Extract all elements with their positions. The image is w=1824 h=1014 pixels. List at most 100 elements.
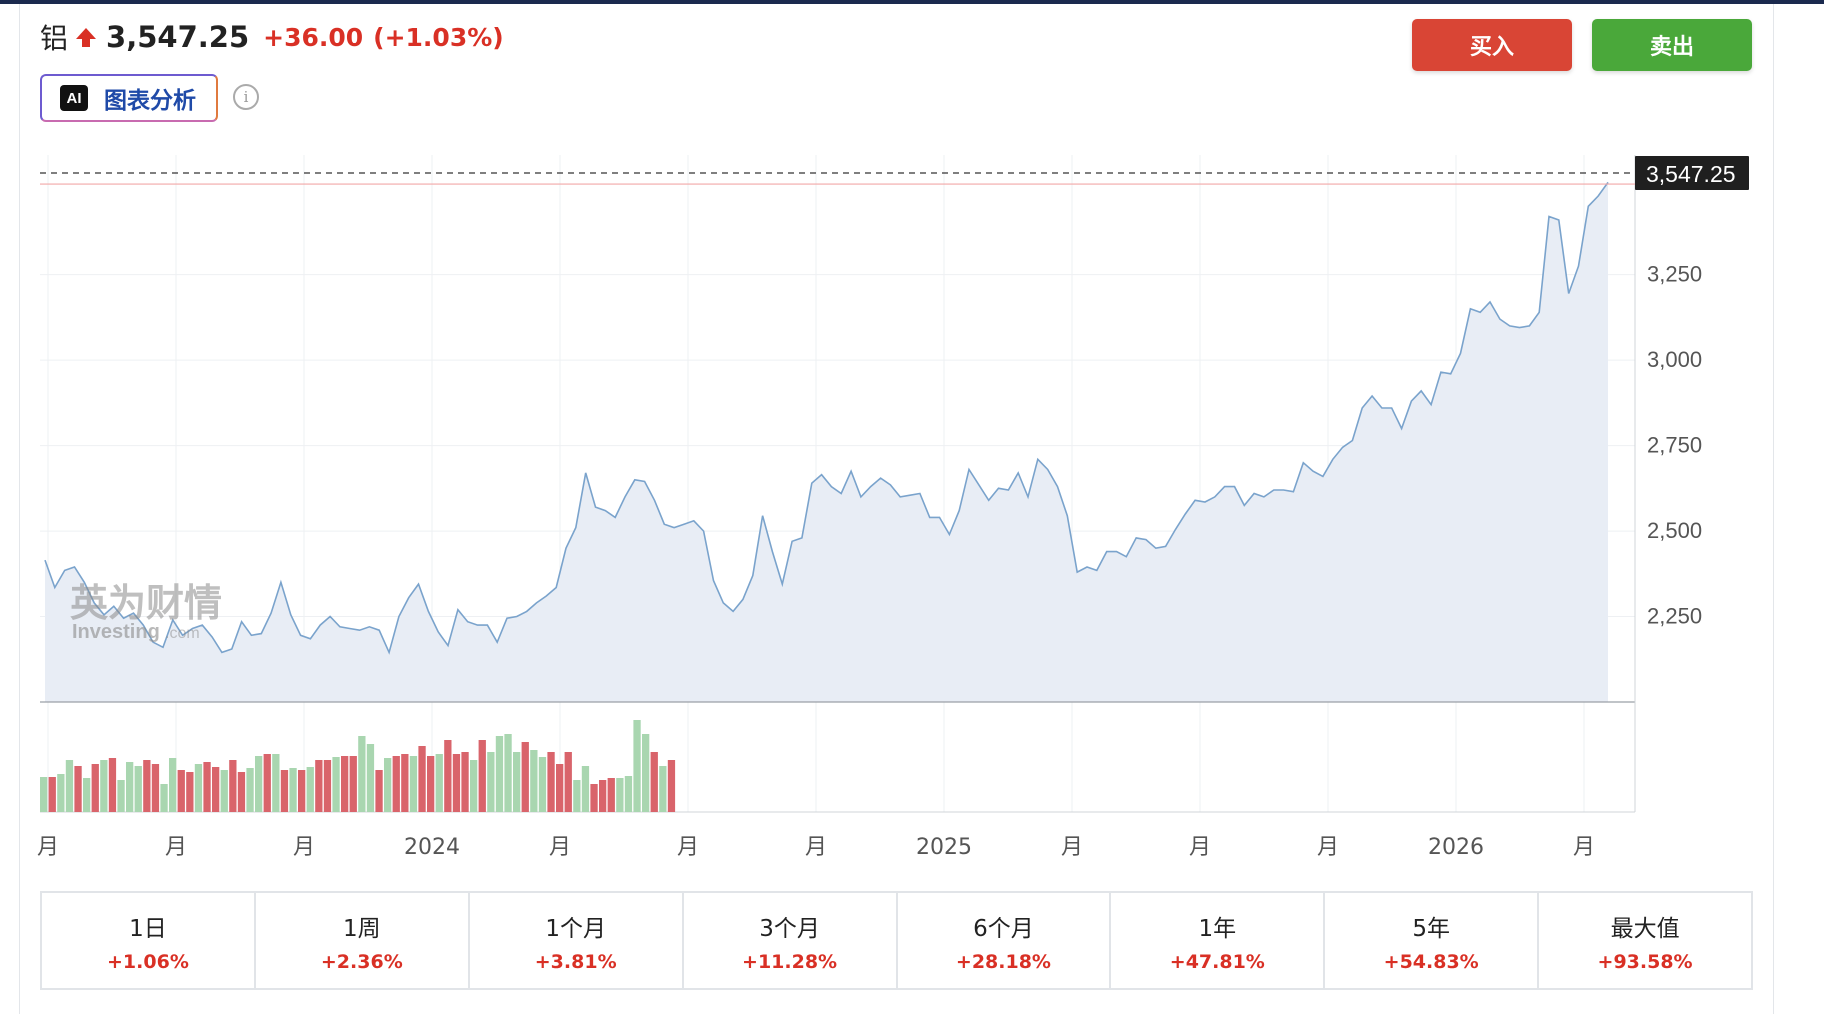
quote-header: 铝 3,547.25 +36.00 (+1.03%) — [40, 12, 504, 62]
volume-bar — [306, 767, 314, 812]
volume-bar — [401, 754, 409, 812]
watermark-logo: 英为财情 — [70, 581, 222, 625]
buy-button[interactable]: 买入 — [1412, 19, 1572, 71]
volume-bar — [590, 784, 598, 812]
volume-bar — [134, 766, 142, 812]
volume-bar — [547, 752, 555, 812]
volume-bar — [349, 756, 357, 812]
watermark-logo-en: Investing — [72, 621, 160, 643]
period-change: +28.18% — [955, 950, 1051, 973]
volume-bar — [452, 754, 461, 812]
volume-bar — [650, 752, 658, 812]
volume-bar — [642, 734, 650, 812]
volume-bar — [384, 758, 392, 812]
ai-chart-analysis-button[interactable]: AI 图表分析 — [40, 74, 218, 122]
volume-bar — [341, 756, 349, 812]
period-change: +11.28% — [742, 950, 838, 973]
price-chart[interactable]: 2,250 2,500 2,750 3,000 3,250 3,547.25 月 月 月 2024… — [0, 140, 1824, 860]
period-tab[interactable]: 3个月 +11.28% — [684, 893, 898, 988]
last-price-tag-label: 3,547.25 — [1646, 161, 1736, 187]
x-tick-label: 月 — [1189, 835, 1211, 860]
volume-bar — [280, 770, 289, 812]
period-change: +54.83% — [1383, 950, 1479, 973]
x-tick-label: 月 — [37, 835, 59, 860]
volume-bar — [375, 770, 383, 812]
period-tab[interactable]: 1日 +1.06% — [42, 893, 256, 988]
sell-button[interactable]: 卖出 — [1592, 19, 1752, 71]
period-label: 5年 — [1412, 915, 1450, 942]
last-price-tag — [1635, 156, 1749, 191]
period-tab[interactable]: 1个月 +3.81% — [470, 893, 684, 988]
price-line — [44, 181, 1609, 655]
volume-bar — [100, 760, 108, 812]
volume-bar — [513, 752, 521, 812]
volume-bar — [418, 746, 426, 812]
x-tick-label: 月 — [293, 835, 315, 860]
volume-bar — [212, 767, 220, 812]
volume-bar — [186, 772, 194, 812]
volume-bar — [366, 744, 375, 812]
volume-bar — [177, 770, 185, 812]
x-tick-label: 2026 — [1428, 835, 1484, 860]
period-tab[interactable]: 1周 +2.36% — [256, 893, 470, 988]
volume-bar — [495, 736, 504, 812]
price-change: +36.00 — [263, 22, 364, 52]
volume-bar — [203, 762, 211, 812]
volume-bar — [289, 768, 297, 812]
x-tick-label: 月 — [677, 835, 699, 860]
x-tick-label: 2024 — [404, 835, 460, 860]
volume-bar — [427, 756, 435, 812]
volume-bar — [83, 778, 91, 812]
volume-bar — [564, 752, 572, 812]
volume-bar — [624, 776, 633, 812]
volume-bar — [272, 754, 280, 812]
volume-bar — [332, 757, 340, 812]
volume-bar — [633, 720, 641, 812]
volume-bar — [65, 760, 74, 812]
volume-bar — [57, 774, 65, 812]
period-tab[interactable]: 最大值 +93.58% — [1539, 893, 1751, 988]
period-label: 1周 — [342, 915, 381, 942]
volume-bar — [521, 742, 529, 812]
period-tab[interactable]: 5年 +54.83% — [1325, 893, 1540, 988]
y-tick-label: 2,500 — [1647, 518, 1702, 543]
volume-bar — [246, 768, 254, 812]
volume-bar — [91, 764, 99, 812]
volume-bar — [538, 757, 547, 812]
period-label: 3个月 — [759, 915, 820, 942]
period-tab[interactable]: 1年 +47.81% — [1111, 893, 1326, 988]
volume-bar — [126, 762, 134, 812]
volume-bar — [470, 760, 478, 812]
volume-bar — [220, 770, 228, 812]
volume-bar — [435, 754, 443, 812]
volume-bar — [667, 760, 676, 812]
volume-bar — [298, 770, 306, 812]
period-change: +3.81% — [534, 950, 617, 973]
x-tick-label: 月 — [1573, 835, 1595, 860]
volume-bar — [478, 740, 486, 812]
period-change: +93.58% — [1597, 950, 1693, 973]
y-tick-label: 2,250 — [1647, 604, 1702, 629]
x-tick-label: 月 — [1061, 835, 1083, 860]
chart-card — [19, 4, 1774, 1014]
volume-bar — [143, 760, 151, 812]
x-tick-label: 月 — [165, 835, 187, 860]
volume-bar — [255, 756, 263, 812]
y-tick-label: 2,750 — [1647, 433, 1702, 458]
info-icon[interactable]: i — [233, 84, 259, 110]
volume-bar — [392, 756, 400, 812]
volume-bar — [117, 780, 125, 812]
volume-bar — [40, 777, 48, 812]
period-tab[interactable]: 6个月 +28.18% — [898, 893, 1112, 988]
period-label: 6个月 — [973, 915, 1034, 942]
period-change: +1.06% — [107, 950, 189, 973]
x-tick-label: 月 — [549, 835, 571, 860]
period-label: 1日 — [129, 915, 167, 942]
price-area — [45, 182, 1608, 702]
volume-bar — [48, 777, 56, 812]
volume-bar — [74, 766, 82, 812]
volume-bar — [229, 760, 237, 812]
last-price: 3,547.25 — [106, 20, 250, 54]
period-label: 1年 — [1198, 915, 1237, 942]
volume-bar — [461, 752, 469, 812]
